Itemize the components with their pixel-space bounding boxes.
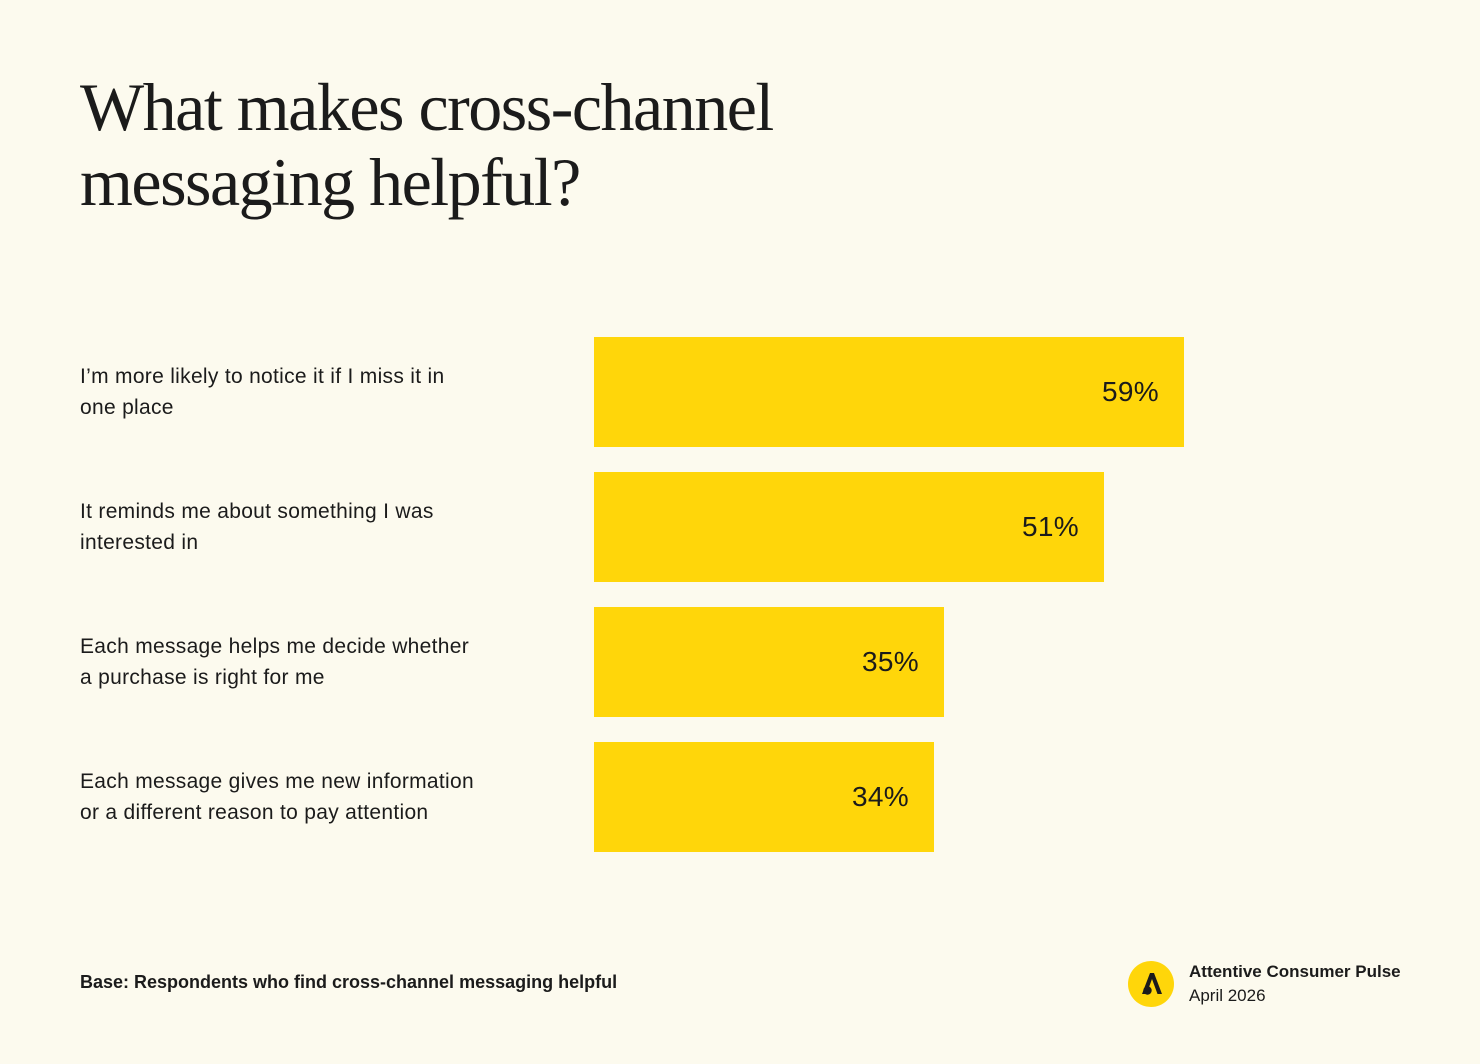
category-label: Each message gives me new information or …	[80, 766, 550, 828]
category-label-line: one place	[80, 396, 174, 419]
chart-title-line-2: messaging helpful?	[80, 144, 581, 220]
category-label-line: interested in	[80, 531, 199, 554]
category-label-line: I’m more likely to notice it if I miss i…	[80, 365, 445, 388]
category-label-line: or a different reason to pay attention	[80, 801, 429, 824]
bar: 51%	[594, 472, 1104, 582]
bar: 35%	[594, 607, 944, 717]
brand-name: Attentive Consumer Pulse	[1189, 962, 1401, 981]
base-note: Base: Respondents who find cross-channel…	[80, 972, 618, 992]
chart-title: What makes cross-channel messaging helpf…	[80, 70, 1080, 220]
bar-value-label: 34%	[852, 781, 909, 812]
category-label: Each message helps me decide whether a pu…	[80, 631, 550, 693]
category-label: I’m more likely to notice it if I miss i…	[80, 361, 550, 423]
chart-title-line-1: What makes cross-channel	[80, 69, 774, 145]
bar-value-label: 51%	[1022, 511, 1079, 542]
category-label-line: Each message helps me decide whether	[80, 635, 470, 658]
bar: 59%	[594, 337, 1184, 447]
category-label-line: a purchase is right for me	[80, 666, 325, 689]
attentive-logo-icon	[1128, 961, 1174, 1007]
category-label: It reminds me about something I was inter…	[80, 496, 550, 558]
bar: 34%	[594, 742, 934, 852]
brand-date: April 2026	[1189, 986, 1266, 1005]
category-label-line: It reminds me about something I was	[80, 500, 434, 523]
bar-value-label: 59%	[1102, 376, 1159, 407]
category-label-line: Each message gives me new information	[80, 770, 474, 793]
bar-value-label: 35%	[862, 646, 919, 677]
